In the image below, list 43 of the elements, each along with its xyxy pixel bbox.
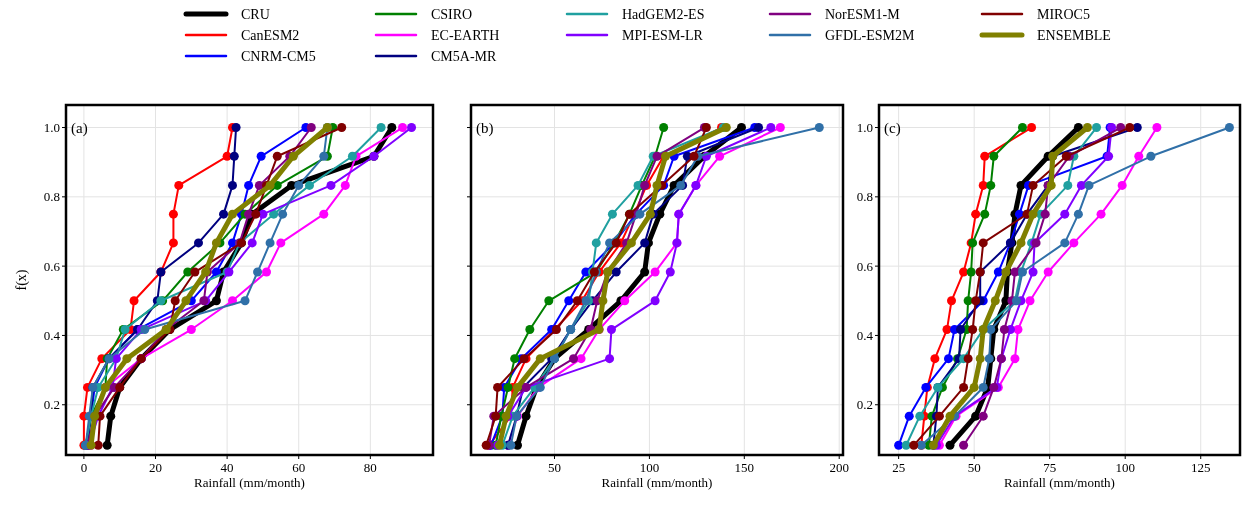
- text: (a): [71, 119, 88, 137]
- legend-label: CNRM-CM5: [241, 49, 316, 64]
- x-tick-label: 100: [639, 460, 660, 475]
- x-tick-label: 150: [734, 460, 755, 475]
- y-tick-label: 1.0: [856, 120, 873, 136]
- x-tick-label: 40: [220, 460, 234, 475]
- y-tick-label: 0.4: [43, 327, 61, 343]
- text: (c): [884, 119, 901, 137]
- x-tick-label: 0: [80, 460, 88, 475]
- x-tick-label: 125: [1190, 460, 1211, 475]
- y-tick-label: 0.4: [856, 327, 874, 343]
- text: (b): [476, 119, 494, 137]
- legend-label: EC-EARTH: [431, 28, 500, 43]
- legend-label: MIROC5: [1037, 7, 1090, 22]
- legend-label: CanESM2: [241, 28, 300, 43]
- legend-label: ENSEMBLE: [1037, 28, 1111, 43]
- x-tick-label: 100: [1115, 460, 1135, 475]
- x-tick-label: 50: [548, 460, 562, 475]
- legend-label: HadGEM2-ES: [622, 7, 705, 22]
- x-axis-title: Rainfall (mm/month): [194, 475, 305, 490]
- y-tick-label: 0.6: [43, 258, 61, 274]
- legend-label: CRU: [241, 7, 270, 22]
- legend-label: MPI-ESM-LR: [622, 28, 704, 43]
- y-tick-label: 0.6: [856, 258, 874, 274]
- x-tick-label: 25: [892, 460, 906, 475]
- y-tick-label: 0.2: [43, 397, 60, 413]
- x-tick-label: 80: [363, 460, 377, 475]
- x-tick-label: 75: [1043, 460, 1057, 475]
- y-axis-title: f(x): [14, 269, 30, 291]
- legend-label: CSIRO: [431, 7, 473, 22]
- x-tick-label: 20: [149, 460, 163, 475]
- y-tick-label: 0.8: [43, 189, 60, 205]
- x-tick-label: 60: [292, 460, 306, 475]
- legend-label: CM5A-MR: [431, 49, 498, 64]
- legend-label: GFDL-ESM2M: [825, 28, 916, 43]
- x-axis-title: Rainfall (mm/month): [1004, 475, 1115, 490]
- legend-label: NorESM1-M: [825, 7, 901, 22]
- x-axis-title: Rainfall (mm/month): [601, 475, 713, 490]
- x-tick-label: 50: [967, 460, 981, 475]
- y-tick-label: 1.0: [43, 120, 60, 136]
- y-tick-label: 0.8: [856, 189, 873, 205]
- x-tick-label: 200: [829, 460, 849, 475]
- y-tick-label: 0.2: [856, 397, 873, 413]
